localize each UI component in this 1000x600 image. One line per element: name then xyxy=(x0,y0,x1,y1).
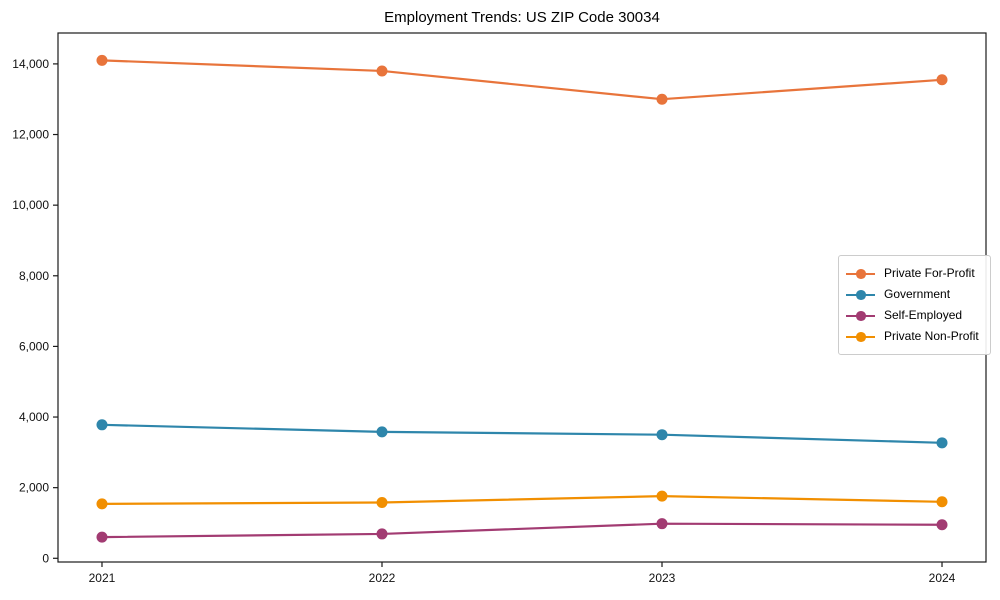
data-point xyxy=(96,419,108,431)
data-point xyxy=(376,426,388,438)
y-tick-label: 10,000 xyxy=(12,198,49,212)
legend-entry: Government xyxy=(846,284,979,305)
legend: Private For-Profit Government Self-Emplo… xyxy=(838,255,991,355)
x-tick-label: 2024 xyxy=(929,571,956,585)
data-point xyxy=(656,518,668,530)
data-point xyxy=(936,496,948,508)
y-tick-label: 4,000 xyxy=(19,410,49,424)
legend-line-marker-swatch xyxy=(846,290,875,300)
data-point xyxy=(376,496,388,508)
data-point xyxy=(936,74,948,86)
legend-label: Private Non-Profit xyxy=(884,329,979,343)
data-point xyxy=(376,528,388,540)
legend-entry: Private Non-Profit xyxy=(846,326,979,347)
data-point xyxy=(96,531,108,543)
legend-entry: Self-Employed xyxy=(846,305,979,326)
data-series-line xyxy=(100,522,944,539)
legend-entry: Private For-Profit xyxy=(846,263,979,284)
data-point xyxy=(376,65,388,77)
x-tick-label: 2022 xyxy=(369,571,396,585)
legend-line-marker-swatch xyxy=(846,311,875,321)
data-series-line xyxy=(100,59,944,101)
data-series-line xyxy=(100,495,944,506)
x-tick-label: 2021 xyxy=(89,571,116,585)
x-tick-label: 2023 xyxy=(649,571,676,585)
y-tick-label: 14,000 xyxy=(12,57,49,71)
data-point xyxy=(656,490,668,502)
legend-line-marker-swatch xyxy=(846,332,875,342)
data-point xyxy=(96,498,108,510)
y-tick-label: 12,000 xyxy=(12,128,49,142)
y-tick-label: 6,000 xyxy=(19,339,49,353)
legend-label: Government xyxy=(884,287,951,301)
legend-label: Private For-Profit xyxy=(884,266,975,280)
y-tick-label: 0 xyxy=(42,551,49,565)
data-series-line xyxy=(100,423,944,444)
y-tick-label: 2,000 xyxy=(19,481,49,495)
chart-title: Employment Trends: US ZIP Code 30034 xyxy=(384,9,660,26)
data-point xyxy=(656,93,668,105)
data-point xyxy=(656,429,668,441)
legend-line-marker-swatch xyxy=(846,269,875,279)
data-point xyxy=(936,519,948,531)
data-point xyxy=(936,437,948,449)
data-point xyxy=(96,54,108,66)
legend-label: Self-Employed xyxy=(884,308,963,322)
y-tick-label: 8,000 xyxy=(19,269,49,283)
